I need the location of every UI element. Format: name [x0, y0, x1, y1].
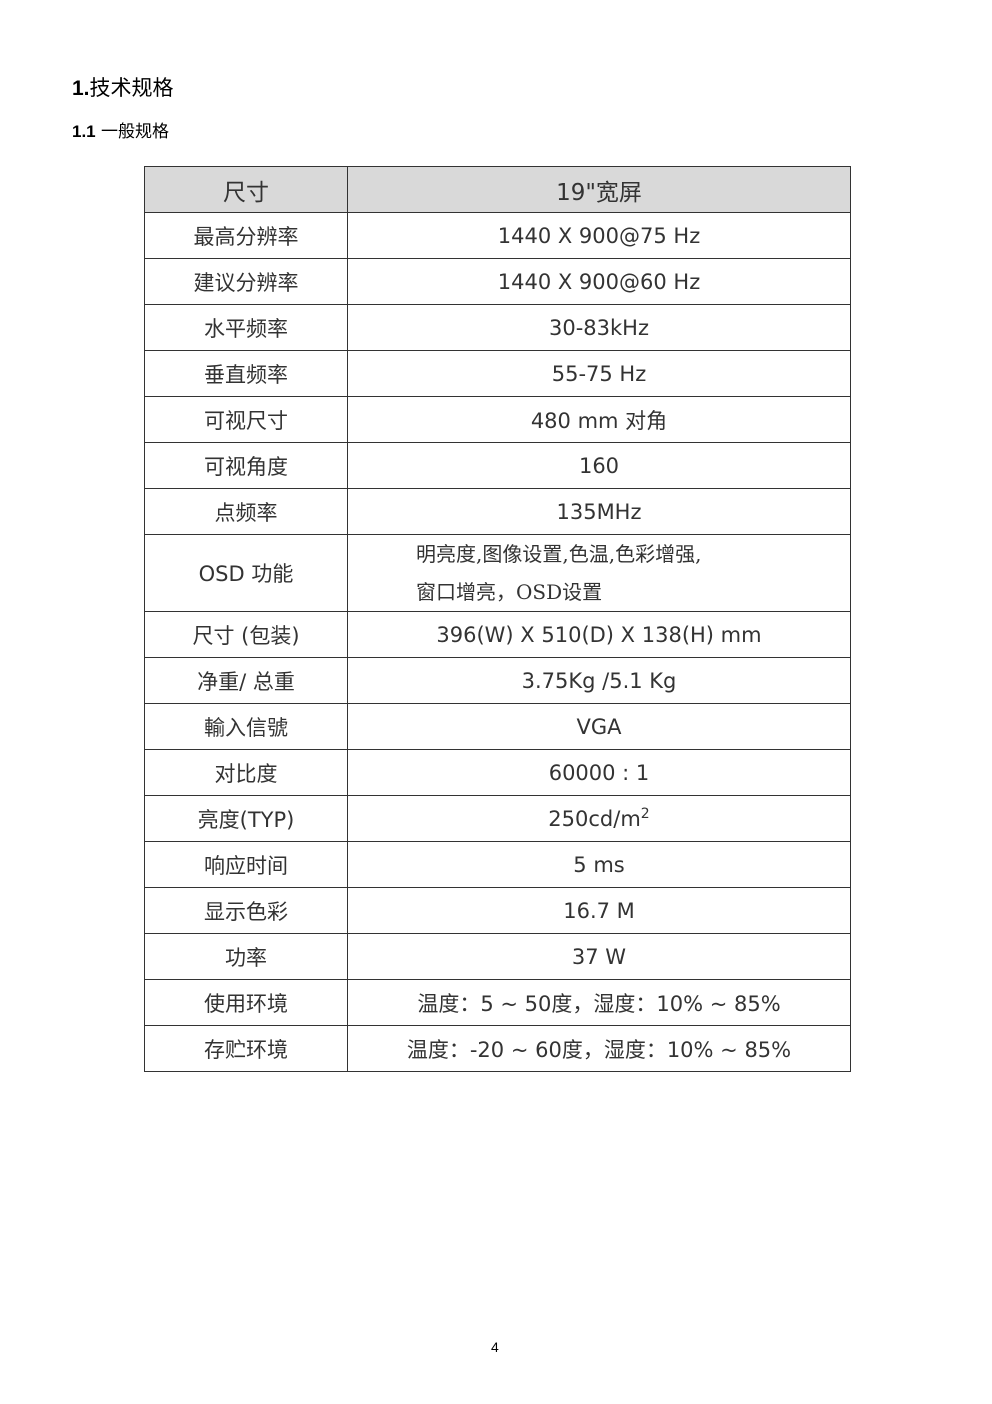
spec-label: 亮度(TYP) [144, 795, 348, 842]
section-heading: 1.技术规格 [72, 76, 174, 100]
spec-table: 尺寸 19"宽屏 最高分辨率 1440 X 900@75 Hz 建议分辨率 1440 … [144, 166, 851, 1072]
spec-label: 輸入信號 [144, 703, 348, 750]
spec-value-text: 60000 : 1 [548, 760, 650, 785]
spec-label: 最高分辨率 [144, 212, 348, 259]
spec-value-text: 5 ms [573, 852, 625, 877]
spec-value: 60000 : 1 [347, 749, 851, 796]
spec-value-text: 30-83kHz [549, 315, 649, 340]
spec-label: 点频率 [144, 488, 348, 535]
page-number: 4 [491, 1339, 499, 1355]
spec-value: 30-83kHz [347, 304, 851, 351]
spec-value: 160 [347, 442, 851, 489]
spec-label: 净重/ 总重 [144, 657, 348, 704]
spec-label: 存贮环境 [144, 1025, 348, 1072]
spec-label: OSD 功能 [144, 534, 348, 612]
spec-value: 480 mm 对角 [347, 396, 851, 443]
spec-label: 使用环境 [144, 979, 348, 1026]
spec-value-text: 温度：5 ~ 50度，湿度：10% ~ 85% [417, 991, 781, 1016]
table-row: 水平频率 30-83kHz [144, 304, 851, 351]
table-row: 对比度 60000 : 1 [144, 749, 851, 796]
table-row: 輸入信號 VGA [144, 703, 851, 750]
spec-value: 37 W [347, 933, 851, 980]
table-row: 点频率 135MHz [144, 488, 851, 535]
table-row: 存贮环境 温度：-20 ~ 60度，湿度：10% ~ 85% [144, 1025, 851, 1072]
spec-value: 1440 X 900@75 Hz [347, 212, 851, 259]
spec-value: 135MHz [347, 488, 851, 535]
spec-value: 250cd/m2 [347, 795, 851, 842]
spec-value: 温度：5 ~ 50度，湿度：10% ~ 85% [347, 979, 851, 1026]
spec-label: 垂直频率 [144, 350, 348, 397]
spec-value: 55-75 Hz [347, 350, 851, 397]
subsection-heading: 1.1 一般规格 [72, 122, 170, 142]
spec-label: 建议分辨率 [144, 258, 348, 305]
spec-value-text: 55-75 Hz [551, 361, 647, 386]
spec-label: 功率 [144, 933, 348, 980]
spec-label: 响应时间 [144, 841, 348, 888]
spec-value: VGA [347, 703, 851, 750]
table-row: 显示色彩 16.7 M [144, 887, 851, 934]
spec-value-line: 窗口增亮，OSD设置 [416, 580, 603, 604]
spec-value-text: 135MHz [556, 499, 642, 524]
spec-value: 16.7 M [347, 887, 851, 934]
table-row: 最高分辨率 1440 X 900@75 Hz [144, 212, 851, 259]
spec-label: 显示色彩 [144, 887, 348, 934]
spec-label: 可视尺寸 [144, 396, 348, 443]
spec-value-line: 明亮度,图像设置,色温,色彩增强, [416, 542, 702, 566]
spec-value-text: 480 mm 对角 [530, 408, 668, 433]
table-header-row: 尺寸 19"宽屏 [144, 166, 851, 213]
spec-value-text: 1440 X 900@60 Hz [497, 269, 701, 294]
spec-value: 3.75Kg /5.1 Kg [347, 657, 851, 704]
spec-label: 对比度 [144, 749, 348, 796]
table-row: 使用环境 温度：5 ~ 50度，湿度：10% ~ 85% [144, 979, 851, 1026]
header-value: 19"宽屏 [347, 166, 851, 213]
spec-value-text: 1440 X 900@75 Hz [497, 223, 701, 248]
table-row: 净重/ 总重 3.75Kg /5.1 Kg [144, 657, 851, 704]
spec-value-text: 160 [578, 453, 620, 478]
spec-value: 396(W) X 510(D) X 138(H) mm [347, 611, 851, 658]
spec-value: 1440 X 900@60 Hz [347, 258, 851, 305]
table-row: 垂直频率 55-75 Hz [144, 350, 851, 397]
spec-value-text: 37 W [571, 944, 627, 969]
spec-value-text: 16.7 M [563, 898, 635, 923]
spec-value-text: VGA [576, 714, 622, 739]
spec-label: 尺寸 (包装) [144, 611, 348, 658]
table-row: 可视尺寸 480 mm 对角 [144, 396, 851, 443]
table-row: 亮度(TYP) 250cd/m2 [144, 795, 851, 842]
table-row: 可视角度 160 [144, 442, 851, 489]
spec-value: 温度：-20 ~ 60度，湿度：10% ~ 85% [347, 1025, 851, 1072]
table-row: 建议分辨率 1440 X 900@60 Hz [144, 258, 851, 305]
spec-value-text: 温度：-20 ~ 60度，湿度：10% ~ 85% [406, 1037, 792, 1062]
spec-value-text: 396(W) X 510(D) X 138(H) mm [436, 622, 762, 647]
table-row: 尺寸 (包装) 396(W) X 510(D) X 138(H) mm [144, 611, 851, 658]
table-row: 功率 37 W [144, 933, 851, 980]
spec-value: 明亮度,图像设置,色温,色彩增强, 窗口增亮，OSD设置 [347, 534, 851, 612]
spec-value: 5 ms [347, 841, 851, 888]
table-row: 响应时间 5 ms [144, 841, 851, 888]
superscript: 2 [640, 806, 650, 822]
header-key: 尺寸 [144, 166, 348, 213]
table-row: OSD 功能 明亮度,图像设置,色温,色彩增强, 窗口增亮，OSD设置 [144, 534, 851, 612]
spec-value-text: 250cd/m [548, 807, 641, 831]
spec-label: 可视角度 [144, 442, 348, 489]
spec-label: 水平频率 [144, 304, 348, 351]
spec-value-text: 3.75Kg /5.1 Kg [521, 668, 677, 693]
